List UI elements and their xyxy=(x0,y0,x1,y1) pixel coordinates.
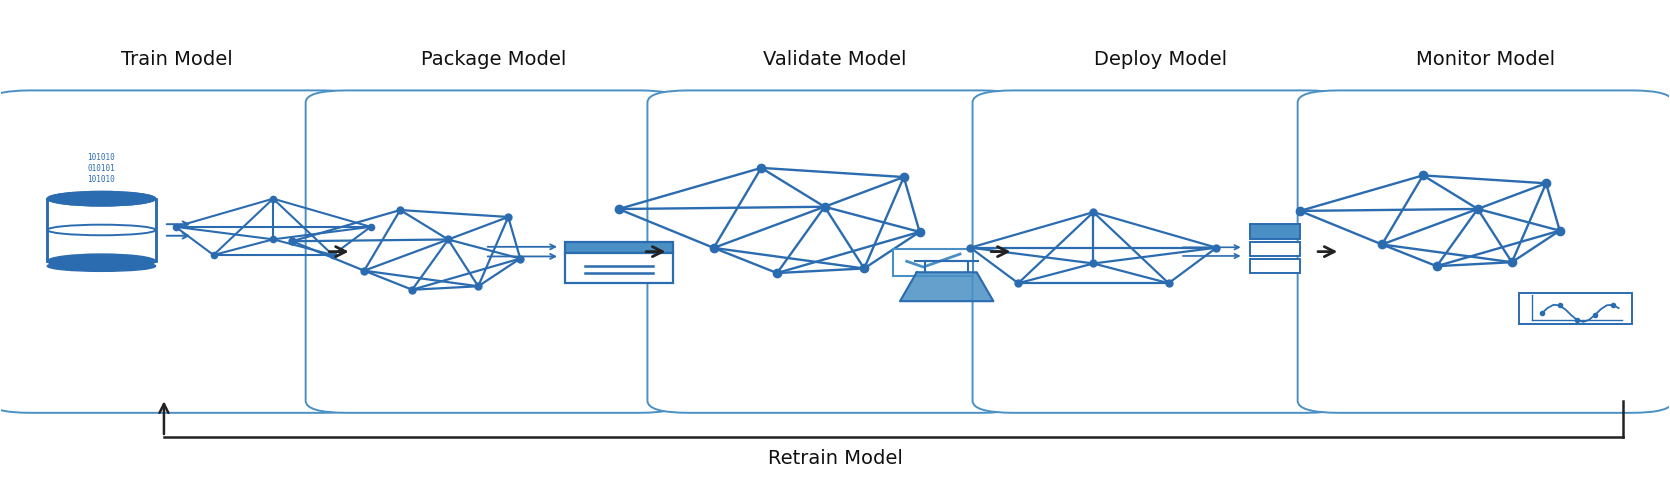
Text: Retrain Model: Retrain Model xyxy=(768,449,902,468)
Text: Validate Model: Validate Model xyxy=(763,50,907,69)
Text: Train Model: Train Model xyxy=(120,50,232,69)
Text: 101010
010101
101010: 101010 010101 101010 xyxy=(87,153,115,184)
FancyBboxPatch shape xyxy=(1298,91,1670,413)
FancyBboxPatch shape xyxy=(972,91,1348,413)
Text: Deploy Model: Deploy Model xyxy=(1094,50,1227,69)
FancyBboxPatch shape xyxy=(648,91,1022,413)
Bar xyxy=(564,242,673,254)
Bar xyxy=(1518,292,1632,324)
Ellipse shape xyxy=(47,192,155,206)
Bar xyxy=(47,199,155,261)
Ellipse shape xyxy=(47,261,155,272)
FancyBboxPatch shape xyxy=(0,91,364,413)
Bar xyxy=(1251,242,1301,256)
Polygon shape xyxy=(900,272,994,301)
Text: Package Model: Package Model xyxy=(421,50,566,69)
Bar xyxy=(1251,259,1301,273)
FancyBboxPatch shape xyxy=(306,91,681,413)
Bar xyxy=(1251,224,1301,239)
Ellipse shape xyxy=(47,254,155,269)
Ellipse shape xyxy=(47,225,155,235)
Text: Monitor Model: Monitor Model xyxy=(1416,50,1555,69)
Bar xyxy=(564,254,673,283)
Bar xyxy=(893,249,974,276)
Ellipse shape xyxy=(47,192,155,206)
